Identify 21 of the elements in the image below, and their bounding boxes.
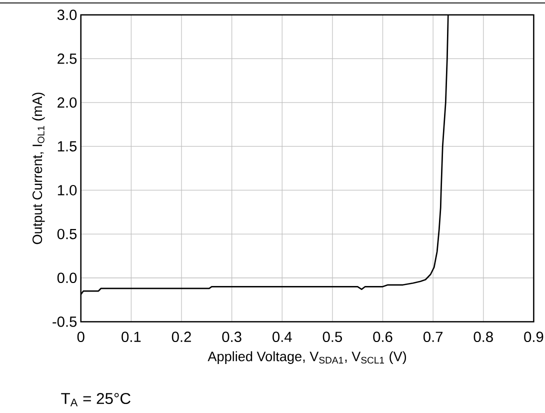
y-tick-label: 2.5 [58, 54, 77, 64]
x-tick-label: 0.4 [272, 332, 292, 342]
y-tick-label: -0.5 [52, 316, 77, 328]
y-axis-title: Output Current, I$_{OL1}$ (mA) [32, 92, 45, 244]
x-tick-label: 0.3 [222, 332, 242, 342]
x-axis-title: Applied Voltage, V$_{SDA1}$, V$_{SCL1}$ (V) [208, 351, 406, 364]
x-tick-label: 0.7 [423, 332, 443, 342]
x-tick-label: 0.1 [122, 332, 141, 342]
y-tick-label: 3.0 [57, 10, 77, 20]
y-tick-label: 0.5 [57, 229, 77, 240]
y-tick-label: 2.0 [58, 98, 77, 108]
text: T$_{A}$ = 25°C [61, 393, 130, 406]
x-tick-label: 0.8 [474, 332, 493, 342]
x-tick-label: 0.9 [524, 332, 544, 342]
y-tick-label: 0.0 [57, 272, 77, 284]
x-tick-label: 0 [77, 332, 84, 342]
y-tick-label: 1.5 [58, 141, 77, 152]
y-tick-label: 1.0 [58, 185, 77, 196]
x-tick-label: 0.2 [172, 332, 191, 342]
x-tick-label: 0.5 [322, 332, 342, 342]
x-tick-label: 0.6 [373, 332, 392, 342]
